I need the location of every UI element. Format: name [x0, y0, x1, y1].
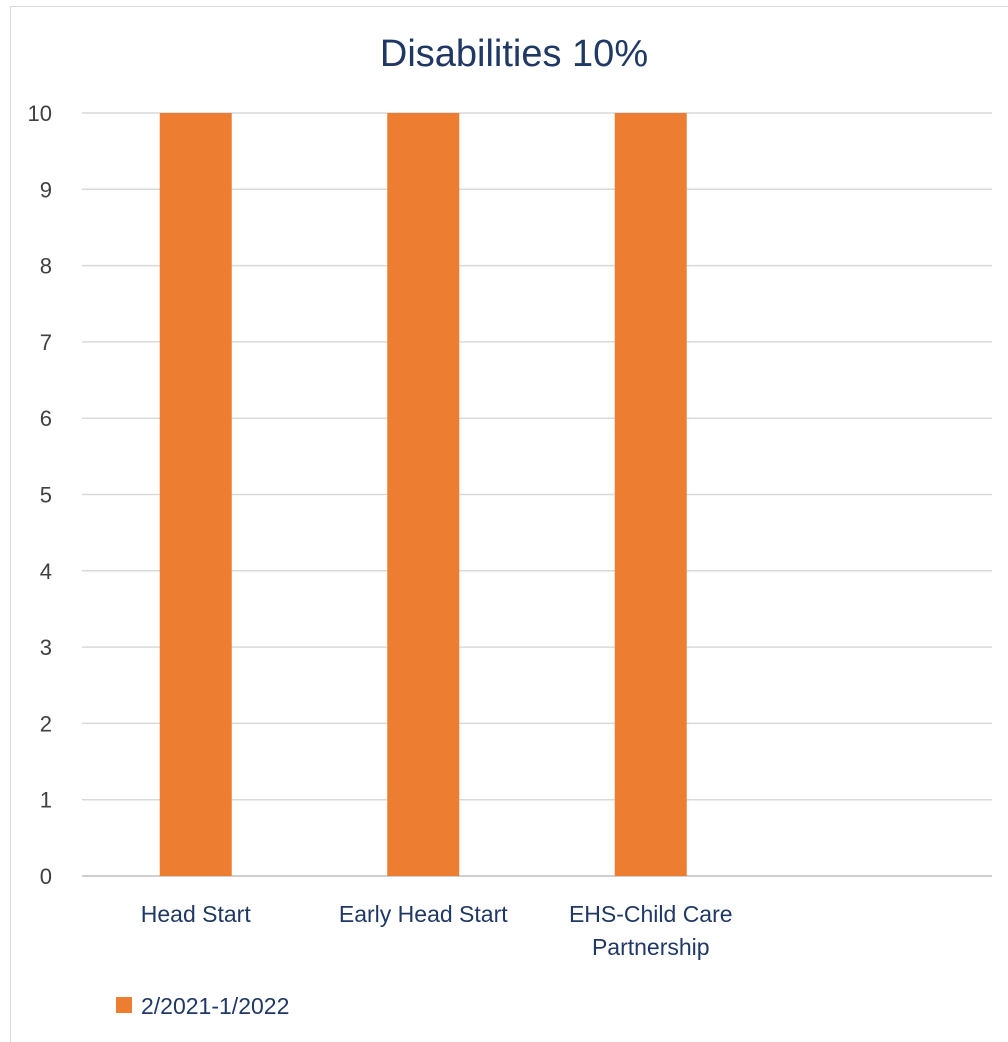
chart-title: Disabilities 10% [380, 33, 648, 75]
y-tick-label: 6 [40, 406, 52, 431]
x-category-label: Head Start [141, 901, 252, 927]
legend-label: 2/2021-1/2022 [141, 993, 289, 1019]
y-tick-label: 1 [40, 788, 52, 813]
bar [159, 113, 232, 876]
y-tick-label: 5 [40, 483, 52, 508]
legend-swatch [116, 997, 132, 1013]
x-axis-category-labels: Head Start Early Head Start EHS-Child Care… [141, 901, 733, 960]
legend: 2/2021-1/2022 [116, 993, 289, 1019]
chart-area [10, 6, 1008, 1042]
bar [614, 113, 687, 876]
y-tick-label: 7 [40, 330, 52, 355]
y-tick-label: 3 [40, 635, 52, 660]
y-tick-label: 10 [28, 101, 52, 126]
y-tick-label: 9 [40, 177, 52, 202]
x-category-label: Early Head Start [339, 901, 508, 927]
x-category-label: EHS-Child Care Partnership [569, 901, 733, 960]
gridlines [82, 112, 992, 877]
bar [387, 113, 460, 876]
bar-series [159, 113, 687, 876]
y-tick-label: 4 [40, 559, 52, 584]
y-tick-label: 2 [40, 711, 52, 736]
y-axis-tick-labels: 0 1 2 3 4 5 6 7 8 9 10 [28, 101, 52, 889]
y-tick-label: 8 [40, 254, 52, 279]
y-tick-label: 0 [40, 864, 52, 889]
